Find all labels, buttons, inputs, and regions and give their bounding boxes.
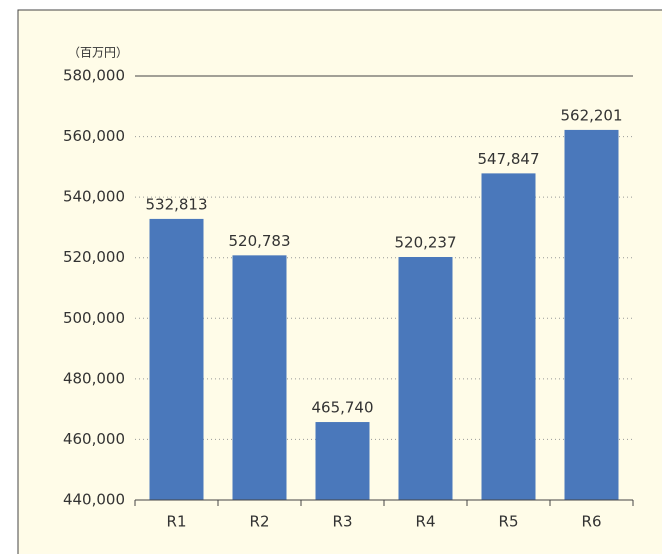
y-tick-label: 580,000 <box>63 67 125 85</box>
y-tick-label: 520,000 <box>63 248 125 266</box>
x-tick-label: R5 <box>499 513 519 531</box>
y-tick-label: 460,000 <box>63 430 125 448</box>
x-tick-label: R2 <box>250 513 270 531</box>
y-tick-label: 560,000 <box>63 127 125 145</box>
x-tick-label: R3 <box>333 513 353 531</box>
bar <box>564 129 619 500</box>
data-label: 562,201 <box>560 106 622 124</box>
bar <box>149 218 204 501</box>
x-tick-label: R4 <box>416 513 436 531</box>
y-tick-label: 500,000 <box>63 309 125 327</box>
x-tick-label: R6 <box>582 513 602 531</box>
data-label: 465,740 <box>311 399 373 417</box>
data-label: 547,847 <box>477 150 539 168</box>
y-tick-label: 480,000 <box>63 369 125 387</box>
bar <box>232 255 287 500</box>
bar <box>481 173 536 500</box>
data-label: 520,237 <box>394 233 456 251</box>
y-tick-label: 440,000 <box>63 491 125 509</box>
data-label: 520,783 <box>228 232 290 250</box>
bar <box>315 422 370 500</box>
unit-label: （百万円） <box>68 46 128 60</box>
data-label: 532,813 <box>145 195 207 213</box>
x-tick-label: R1 <box>167 513 187 531</box>
y-tick-label: 540,000 <box>63 188 125 206</box>
bar <box>398 256 453 500</box>
